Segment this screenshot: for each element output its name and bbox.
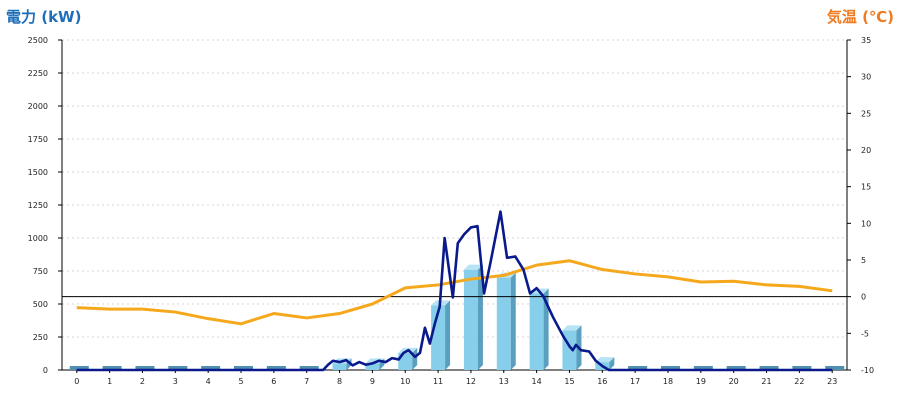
left-tick-label: 0: [43, 366, 48, 375]
right-tick-label: 10: [861, 219, 871, 228]
x-tick-label: 4: [206, 377, 211, 386]
left-axis-title: 電力 (kW): [6, 8, 82, 26]
bar-side: [477, 264, 483, 370]
left-tick-label: 750: [33, 267, 48, 276]
bar: [332, 363, 347, 370]
bar-baseline: [201, 366, 221, 370]
bar: [496, 277, 511, 370]
bar-baseline: [660, 366, 680, 370]
x-tick-label: 23: [827, 377, 837, 386]
bar-baseline: [266, 366, 286, 370]
bar-side: [445, 300, 451, 370]
right-tick-label: 5: [861, 256, 866, 265]
bar-side: [609, 357, 615, 370]
left-tick-label: 500: [33, 300, 48, 309]
x-tick-label: 8: [337, 377, 342, 386]
x-tick-label: 7: [304, 377, 309, 386]
bar-baseline: [69, 366, 89, 370]
x-tick-label: 17: [630, 377, 640, 386]
right-tick-label: 25: [861, 109, 871, 118]
bar-baseline: [135, 366, 155, 370]
right-tick-label: 20: [861, 146, 871, 155]
bar-side: [543, 288, 549, 370]
left-tick-label: 250: [33, 333, 48, 342]
bar-baseline: [234, 366, 254, 370]
bar-baseline: [102, 366, 122, 370]
right-tick-label: 35: [861, 36, 871, 45]
left-tick-label: 1250: [28, 201, 48, 210]
bar-baseline: [168, 366, 188, 370]
bar: [365, 363, 380, 370]
x-tick-label: 10: [400, 377, 410, 386]
x-tick-label: 16: [597, 377, 607, 386]
x-tick-label: 22: [794, 377, 804, 386]
x-tick-label: 0: [74, 377, 79, 386]
bar-baseline: [825, 366, 845, 370]
x-tick-label: 2: [140, 377, 145, 386]
x-tick-label: 21: [761, 377, 771, 386]
bar-baseline: [726, 366, 746, 370]
right-tick-label: 30: [861, 73, 871, 82]
x-tick-label: 18: [663, 377, 673, 386]
left-tick-label: 1000: [28, 234, 48, 243]
x-tick-label: 14: [532, 377, 542, 386]
bar-side: [346, 358, 352, 370]
bar: [529, 293, 544, 370]
right-tick-label: 0: [861, 293, 866, 302]
bar-baseline: [792, 366, 812, 370]
left-tick-label: 2250: [28, 69, 48, 78]
bar-top: [595, 357, 615, 363]
x-tick-label: 19: [696, 377, 706, 386]
x-tick-label: 20: [729, 377, 739, 386]
bar-top: [562, 325, 582, 331]
x-tick-label: 3: [173, 377, 178, 386]
right-axis-title: 気温 (℃): [826, 8, 894, 26]
bar-baseline: [299, 366, 319, 370]
bar-side: [510, 272, 516, 370]
left-tick-label: 1500: [28, 168, 48, 177]
x-tick-label: 11: [433, 377, 443, 386]
x-tick-label: 6: [271, 377, 276, 386]
bar-baseline: [759, 366, 779, 370]
x-tick-label: 9: [370, 377, 375, 386]
x-tick-label: 1: [107, 377, 112, 386]
right-tick-label: -5: [861, 329, 869, 338]
bar-baseline: [693, 366, 713, 370]
x-tick-label: 12: [466, 377, 476, 386]
bar-top: [463, 264, 483, 270]
x-tick-label: 15: [564, 377, 574, 386]
bar: [463, 269, 478, 370]
left-tick-label: 1750: [28, 135, 48, 144]
power-line: [76, 210, 833, 372]
x-tick-label: 5: [238, 377, 243, 386]
left-tick-label: 2000: [28, 102, 48, 111]
bar-baseline: [628, 366, 648, 370]
right-tick-label: 15: [861, 183, 871, 192]
x-tick-label: 13: [499, 377, 509, 386]
left-tick-label: 2500: [28, 36, 48, 45]
right-tick-label: -10: [861, 366, 874, 375]
